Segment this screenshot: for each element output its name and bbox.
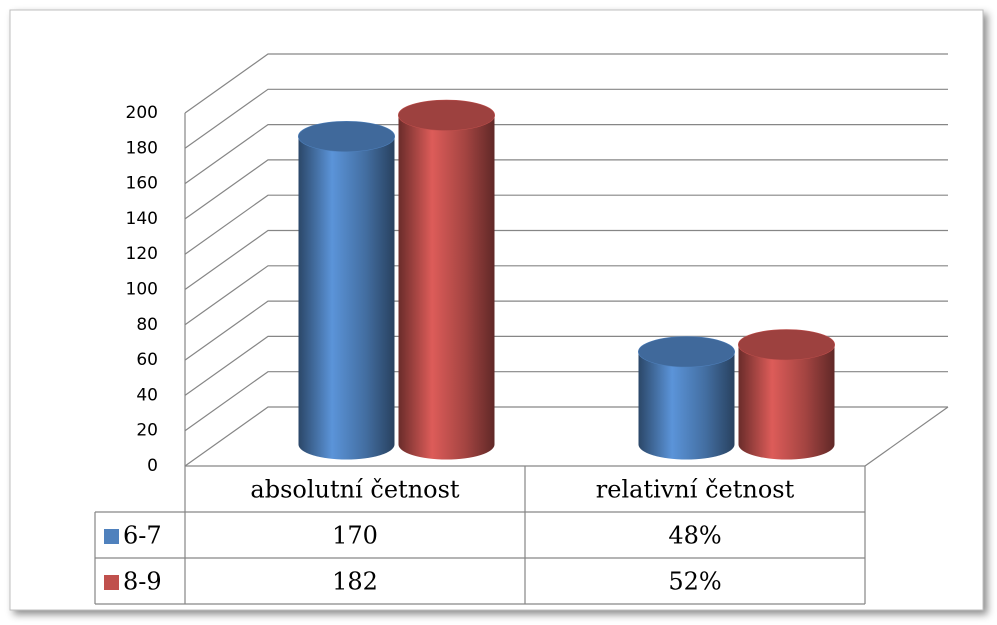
cylinder-top (398, 99, 495, 131)
table-value: 182 (332, 568, 378, 596)
cylinder-top (738, 329, 835, 361)
y-tick-label: 200 (126, 103, 158, 123)
legend-swatch (104, 575, 119, 590)
bars (298, 99, 835, 460)
grid-line (184, 124, 948, 185)
legend-label: 6-7 (123, 522, 162, 550)
frame (9, 9, 984, 611)
cylinder-top (638, 336, 735, 368)
cylinder (398, 115, 495, 460)
grid-line (184, 53, 948, 114)
grid-line (184, 88, 948, 149)
legend-swatch (104, 529, 119, 544)
y-tick-label: 120 (126, 244, 158, 264)
y-tick-label: 20 (136, 421, 158, 441)
grid-line (184, 229, 948, 290)
y-tick-label: 140 (126, 209, 158, 229)
table-value: 52% (668, 568, 721, 596)
y-tick-label: 100 (126, 280, 158, 300)
grid-line (184, 300, 948, 361)
y-tick-label: 0 (147, 456, 158, 476)
cylinder-top-shade (298, 121, 395, 152)
y-tick-label: 40 (136, 385, 158, 405)
table-header: absolutní četnost (250, 476, 459, 504)
y-tick-label: 160 (126, 174, 158, 194)
table-header: relativní četnost (596, 476, 795, 504)
grid: 0 20 40 60 80 100 120 140 160 180 200 (126, 53, 949, 476)
y-tick-label: 60 (136, 350, 158, 370)
cylinder (298, 136, 395, 460)
cylinder (638, 351, 735, 460)
table-value: 170 (332, 522, 378, 550)
grid-line (184, 335, 948, 396)
grid-line (184, 265, 948, 326)
cylinder (738, 344, 835, 460)
cylinder-top (298, 120, 395, 152)
y-tick-label: 180 (126, 138, 158, 158)
cylinder-top-shade (738, 329, 835, 360)
grid-line (184, 194, 948, 255)
grid-line (184, 159, 948, 220)
legend-label: 8-9 (123, 568, 162, 596)
cylinder-top-shade (398, 100, 495, 131)
table-value: 48% (668, 522, 721, 550)
cylinder-top-shade (638, 336, 735, 367)
data-table: absolutní četnost relativní četnost 6-7 170… (94, 466, 866, 605)
y-tick-label: 80 (136, 315, 158, 335)
